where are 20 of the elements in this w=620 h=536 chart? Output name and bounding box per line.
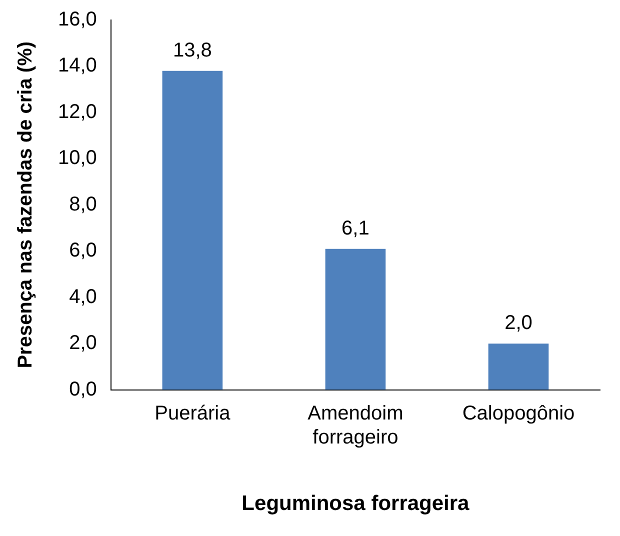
x-tick-label: Amendoim forrageiro — [308, 402, 404, 448]
x-tick-label: Puerária — [154, 402, 232, 424]
x-tick-label: Calopogônio — [462, 402, 575, 424]
y-tick-label: 0,0 — [69, 378, 97, 400]
y-tick-label: 4,0 — [69, 286, 97, 308]
y-tick-label: 12,0 — [58, 100, 97, 123]
y-tick-label: 8,0 — [69, 193, 97, 216]
x-axis-title: Leguminosa forrageira — [242, 492, 470, 516]
data-label: 6,1 — [342, 217, 370, 240]
y-tick-label: 2,0 — [69, 332, 97, 354]
data-label: 2,0 — [504, 312, 532, 334]
bar — [325, 248, 386, 390]
y-tick-label: 16,0 — [58, 8, 97, 31]
data-label: 13,8 — [172, 39, 212, 62]
y-axis-title: Presença nas fazendas de cria (%) — [14, 41, 37, 368]
bar — [488, 344, 549, 390]
bar — [162, 70, 223, 390]
y-tick-label: 10,0 — [58, 147, 97, 170]
y-tick-label: 14,0 — [58, 54, 97, 77]
y-tick-label: 6,0 — [69, 240, 97, 262]
